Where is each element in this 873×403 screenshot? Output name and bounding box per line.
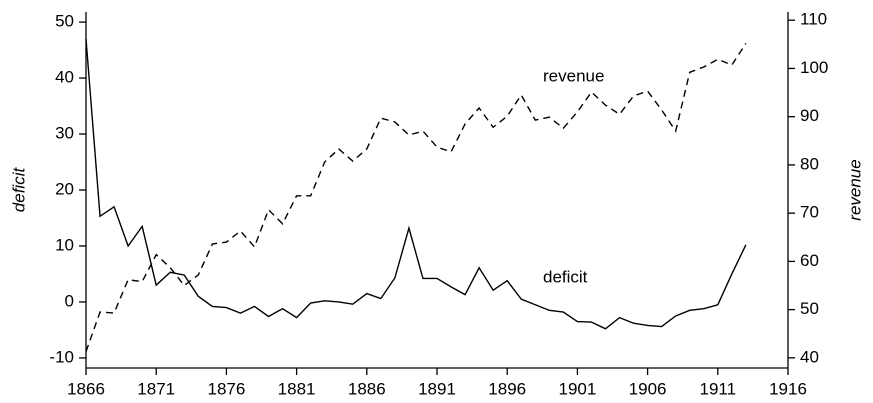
y2-tick-label: 60	[800, 251, 819, 270]
annotation: deficit	[543, 267, 588, 286]
y-tick-label: 0	[65, 291, 74, 310]
y2-axis-label: revenue	[845, 159, 864, 220]
y2-tick-label: 70	[800, 203, 819, 222]
x-tick-label: 1916	[769, 379, 807, 398]
series-line	[85, 42, 747, 352]
y2-tick-label: 110	[800, 10, 827, 29]
x-tick-label: 1896	[488, 379, 526, 398]
y2-tick-label: 40	[800, 347, 819, 366]
y-axis-label: deficit	[9, 167, 28, 213]
x-tick-label: 1906	[629, 379, 667, 398]
x-tick-label: 1881	[278, 379, 316, 398]
series-line	[85, 38, 747, 330]
y2-tick-label: 90	[800, 106, 819, 125]
y-tick-label: 30	[55, 124, 74, 143]
x-tick-label: 1871	[137, 379, 175, 398]
y-tick-label: -10	[49, 347, 74, 366]
x-tick-label: 1891	[418, 379, 456, 398]
x-tick-label: 1901	[558, 379, 596, 398]
y-tick-label: 20	[55, 179, 74, 198]
y-tick-label: 10	[55, 235, 74, 254]
x-tick-label: 1876	[207, 379, 245, 398]
y2-tick-label: 80	[800, 154, 819, 173]
y-tick-label: 50	[55, 12, 74, 31]
y2-tick-label: 50	[800, 299, 819, 318]
y-tick-label: 40	[55, 68, 74, 87]
x-tick-label: 1886	[348, 379, 386, 398]
x-tick-label: 1911	[700, 379, 737, 398]
y2-tick-label: 100	[800, 58, 828, 77]
annotation: revenue	[543, 66, 604, 85]
x-tick-label: 1866	[67, 379, 105, 398]
